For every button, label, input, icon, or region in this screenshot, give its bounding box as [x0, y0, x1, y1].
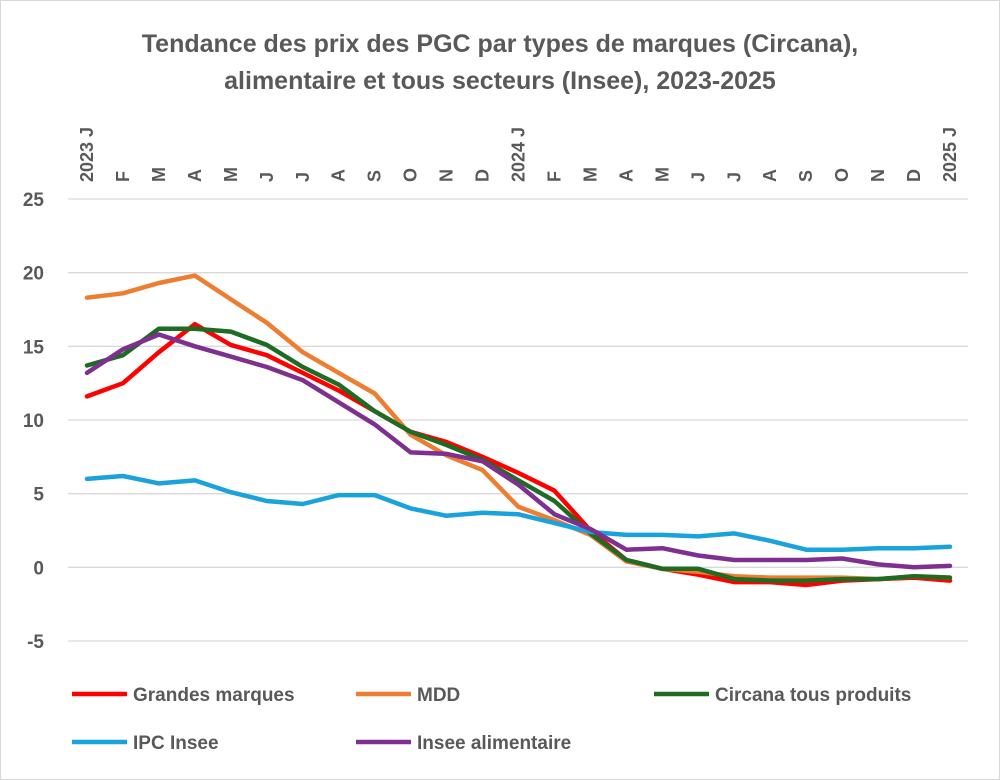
chart-title: Tendance des prix des PGC par types de m… [0, 26, 1000, 100]
x-tick-label: A [329, 169, 349, 182]
x-tick-label: M [149, 167, 169, 182]
legend-label: Insee alimentaire [417, 733, 571, 754]
x-tick-label: D [473, 169, 493, 182]
chart-title-line-2: alimentaire et tous secteurs (Insee), 20… [224, 67, 776, 95]
gridlines [68, 198, 968, 642]
x-tick-label: S [365, 170, 385, 182]
x-tick-label: D [904, 169, 924, 182]
series-line [84, 332, 953, 570]
series-line [84, 326, 953, 583]
x-tick-label: 2023 J [77, 127, 97, 182]
y-axis-tick-labels: 25 20 15 10 5 0 -5 [23, 190, 45, 653]
legend-label: Circana tous produits [715, 685, 911, 706]
x-tick-label: O [401, 168, 421, 182]
legend-label: Grandes marques [133, 685, 295, 706]
x-tick-label: A [185, 169, 205, 182]
x-tick-label: M [652, 167, 672, 182]
x-tick-label: A [760, 169, 780, 182]
x-tick-label: J [293, 172, 313, 182]
y-tick-label: 5 [33, 485, 44, 506]
x-tick-label: N [868, 169, 888, 182]
y-tick-label: 10 [23, 411, 44, 432]
chart-title-line-1: Tendance des prix des PGC par types de m… [141, 30, 859, 58]
x-tick-label: F [544, 171, 564, 182]
x-tick-label: J [724, 172, 744, 182]
x-tick-label: J [257, 172, 277, 182]
x-tick-label: J [688, 172, 708, 182]
x-tick-label: A [616, 169, 636, 182]
x-axis-tick-labels: 2023 J F M A M J J A S O N D 2024 J F M A M J J A S O N D 2025 J [77, 127, 960, 182]
y-tick-label: 20 [23, 264, 44, 285]
series-line [84, 273, 953, 582]
x-tick-label: F [113, 171, 133, 182]
series-lines [84, 273, 953, 588]
legend: Grandes marques MDD Circana tous produits I… [72, 685, 911, 754]
x-tick-label: 2025 J [940, 127, 960, 182]
x-tick-label: O [832, 168, 852, 182]
x-tick-label: M [221, 167, 241, 182]
y-tick-label: -5 [27, 632, 44, 653]
x-tick-label: S [796, 170, 816, 182]
series-line [84, 473, 953, 552]
x-tick-label: 2024 J [509, 127, 529, 182]
y-tick-label: 15 [23, 337, 45, 358]
legend-label: IPC Insee [133, 733, 219, 754]
x-tick-label: M [580, 167, 600, 182]
y-tick-label: 0 [33, 558, 44, 579]
legend-label: MDD [417, 685, 460, 706]
y-tick-label: 25 [23, 190, 45, 211]
x-tick-label: N [437, 169, 457, 182]
series-line [84, 321, 953, 588]
